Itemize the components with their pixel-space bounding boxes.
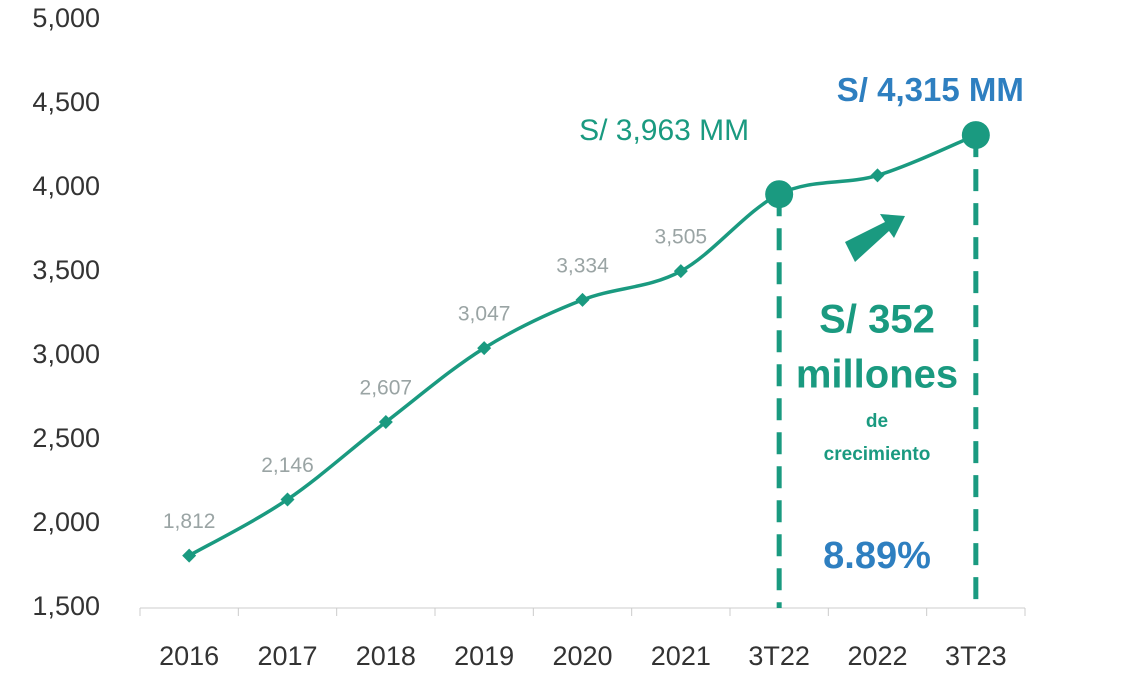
annotation: S/ 352 xyxy=(819,298,935,342)
annotation: de xyxy=(866,411,888,432)
value-label: 3,047 xyxy=(458,303,511,326)
point xyxy=(280,492,295,507)
x-tick-label: 2021 xyxy=(651,641,711,671)
x-tick-label: 3T22 xyxy=(748,641,810,671)
x-tick-label: 2018 xyxy=(356,641,416,671)
y-tick-label: 4,000 xyxy=(32,171,100,201)
y-tick-label: 2,000 xyxy=(32,507,100,537)
highlight-point xyxy=(961,121,990,150)
x-tick-label: 2020 xyxy=(552,641,612,671)
annotation: crecimiento xyxy=(824,444,931,465)
x-tick-label: 3T23 xyxy=(945,641,1007,671)
value-label: S/ 3,963 MM xyxy=(579,114,749,147)
x-tick-label: 2016 xyxy=(159,641,219,671)
point xyxy=(182,548,197,563)
value-label: 2,146 xyxy=(261,454,314,477)
y-tick-label: 5,000 xyxy=(32,3,100,33)
y-tick-label: 2,500 xyxy=(32,423,100,453)
value-label: 3,505 xyxy=(655,226,708,249)
point xyxy=(673,264,688,279)
point xyxy=(378,415,393,430)
annotation: millones xyxy=(796,353,958,397)
value-label: 1,812 xyxy=(163,510,216,533)
point xyxy=(575,292,590,307)
point xyxy=(870,168,885,183)
point xyxy=(477,341,492,356)
x-tick-label: 2017 xyxy=(257,641,317,671)
y-tick-label: 3,000 xyxy=(32,339,100,369)
value-label: S/ 4,315 MM xyxy=(837,71,1024,108)
x-tick-label: 2022 xyxy=(847,641,907,671)
x-tick-label: 2019 xyxy=(454,641,514,671)
value-label: 2,607 xyxy=(360,377,413,400)
y-tick-label: 3,500 xyxy=(32,255,100,285)
y-tick-label: 1,500 xyxy=(32,591,100,621)
annotation: 8.89% xyxy=(823,535,931,577)
highlight-point xyxy=(765,180,794,209)
line xyxy=(188,133,977,558)
growth-arrow xyxy=(845,214,905,262)
value-label: 3,334 xyxy=(556,254,609,277)
y-tick-label: 4,500 xyxy=(32,87,100,117)
